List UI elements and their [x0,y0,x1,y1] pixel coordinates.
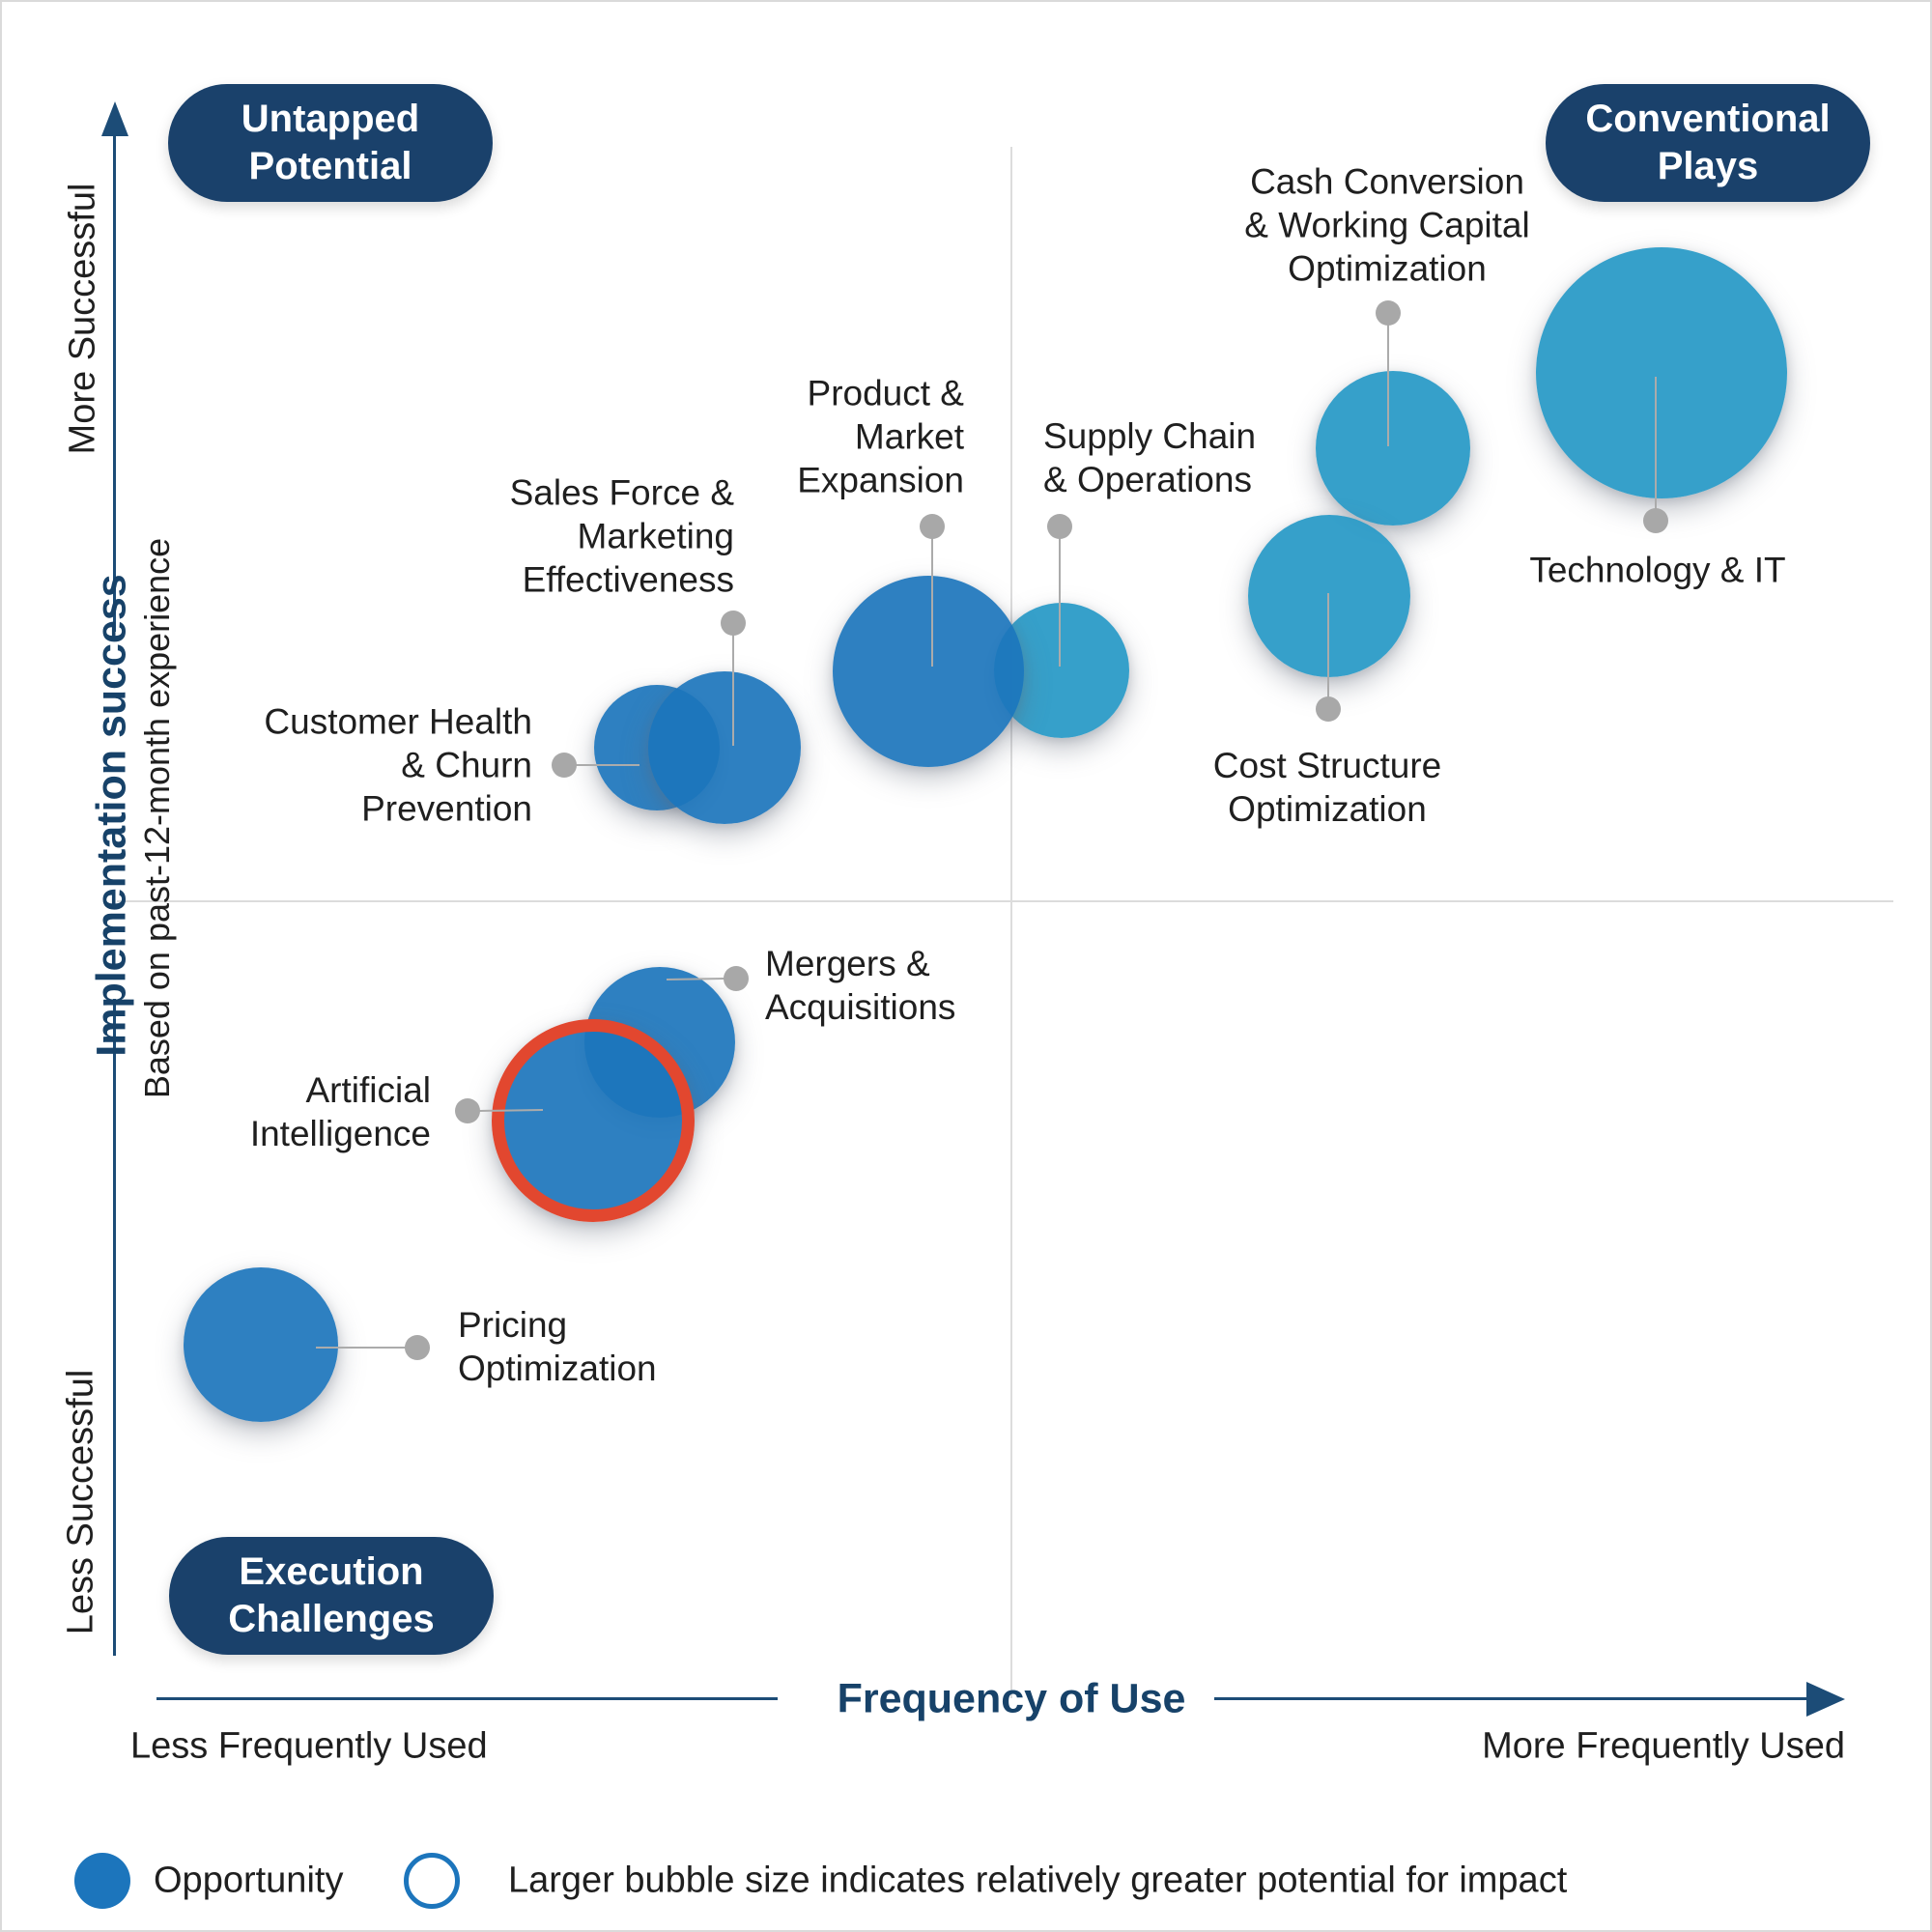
x-axis-left-label: Less Frequently Used [130,1725,488,1767]
leader-dot-artificial-intelligence [455,1098,480,1123]
bubble-label-mergers-acquisitions: Mergers & Acquisitions [765,944,956,1027]
badge-conventional-line2: Plays [1657,145,1759,187]
bubble-label-cost-structure: Cost Structure Optimization [1212,746,1442,829]
x-axis-line-left [156,1697,778,1700]
bubble-sales-force[interactable] [648,671,801,824]
badge-execution-line1: Execution [239,1550,424,1593]
leader-line-cost-structure [1327,593,1329,697]
bubble-technology-it[interactable] [1536,247,1787,498]
y-axis-bottom-label: Less Successful [60,1369,101,1635]
legend-opportunity-label: Opportunity [154,1860,344,1901]
bubble-label-sales-force: Sales Force & Marketing Effectiveness [509,472,734,600]
badge-untapped-line1: Untapped [241,98,420,140]
legend-size-note-label: Larger bubble size indicates relatively … [508,1860,1568,1901]
bubble-label-pricing-optimization: Pricing Optimization [458,1305,657,1388]
bubble-label-customer-health: Customer Health & Churn Prevention [264,701,532,829]
quadrant-divider-vertical [1010,147,1012,1698]
legend-outline-bubble-icon [404,1853,460,1909]
bubble-label-cash-conversion: Cash Conversion & Working Capital Optimi… [1244,161,1530,289]
bubble-pricing-optimization[interactable] [184,1267,338,1422]
leader-dot-technology-it [1643,508,1668,533]
bubble-label-supply-chain: Supply Chain & Operations [1043,416,1257,499]
leader-dot-pricing-optimization [405,1335,430,1360]
bubble-label-artificial-intelligence: Artificial Intelligence [249,1070,431,1153]
y-axis-top-label: More Successful [62,183,103,455]
bubble-label-technology-it: Technology & IT [1529,550,1786,590]
leader-dot-cost-structure [1316,696,1341,722]
leader-dot-mergers-acquisitions [724,966,749,991]
leader-dot-product-market [920,514,945,539]
bubble-label-product-market: Product & Market Expansion [797,373,964,500]
x-axis-right-label: More Frequently Used [1482,1725,1845,1767]
badge-untapped-potential: Untapped Potential [168,84,493,202]
x-axis-title: Frequency of Use [837,1675,1186,1722]
quadrant-divider-horizontal [117,900,1893,902]
bubble-cash-conversion[interactable] [1316,371,1470,526]
leader-dot-customer-health [552,753,577,778]
badge-untapped-line2: Potential [248,145,412,187]
badge-execution-challenges: Execution Challenges [169,1537,494,1655]
y-axis-title: Implementation success [88,574,135,1057]
bubble-artificial-intelligence[interactable] [492,1019,695,1222]
leader-line-customer-health [576,764,639,766]
bubble-cost-structure[interactable] [1248,515,1410,677]
leader-line-technology-it [1655,377,1657,509]
leader-line-product-market [931,538,933,667]
x-axis-line-right [1214,1697,1808,1700]
badge-conventional-plays: Conventional Plays [1546,84,1870,202]
y-axis-line-lower [113,999,116,1656]
leader-dot-sales-force [721,611,746,636]
badge-execution-line2: Challenges [228,1598,435,1640]
leader-dot-cash-conversion [1376,300,1401,326]
bubble-product-market[interactable] [833,576,1024,767]
leader-line-sales-force [732,635,734,746]
leader-line-pricing-optimization [316,1347,406,1349]
leader-line-supply-chain [1059,538,1061,667]
badge-conventional-line1: Conventional [1585,98,1831,140]
leader-dot-supply-chain [1047,514,1072,539]
leader-line-cash-conversion [1387,325,1389,446]
x-axis-right-arrow-icon [1806,1682,1845,1717]
legend-filled-bubble-icon [74,1853,130,1909]
y-axis-line-upper [113,130,116,632]
y-axis-subtitle: Based on past-12-month experience [137,537,177,1099]
